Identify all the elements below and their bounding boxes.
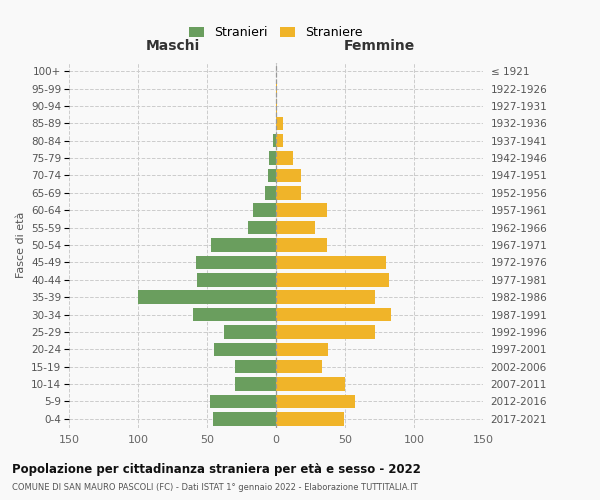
Bar <box>276 221 314 234</box>
Bar <box>269 152 276 165</box>
Text: COMUNE DI SAN MAURO PASCOLI (FC) - Dati ISTAT 1° gennaio 2022 - Elaborazione TUT: COMUNE DI SAN MAURO PASCOLI (FC) - Dati … <box>12 484 418 492</box>
Bar <box>276 168 301 182</box>
Bar <box>212 412 276 426</box>
Bar <box>276 116 283 130</box>
Bar <box>276 134 283 147</box>
Bar <box>276 204 327 217</box>
Bar <box>276 394 355 408</box>
Bar <box>276 378 345 391</box>
Bar <box>276 238 327 252</box>
Bar <box>224 325 276 338</box>
Bar <box>235 378 276 391</box>
Bar <box>276 99 277 112</box>
Bar <box>193 308 276 322</box>
Bar <box>276 325 376 338</box>
Bar <box>276 186 301 200</box>
Bar <box>211 238 276 252</box>
Bar <box>235 360 276 374</box>
Bar <box>276 273 389 286</box>
Bar <box>276 342 328 356</box>
Bar <box>253 204 276 217</box>
Text: Popolazione per cittadinanza straniera per età e sesso - 2022: Popolazione per cittadinanza straniera p… <box>12 462 421 475</box>
Bar <box>265 186 276 200</box>
Bar <box>276 290 376 304</box>
Bar <box>276 360 322 374</box>
Bar <box>276 256 386 269</box>
Bar <box>248 221 276 234</box>
Bar <box>210 394 276 408</box>
Bar <box>276 412 344 426</box>
Bar <box>214 342 276 356</box>
Bar <box>138 290 276 304</box>
Bar <box>196 256 276 269</box>
Text: Femmine: Femmine <box>344 40 415 54</box>
Legend: Stranieri, Straniere: Stranieri, Straniere <box>184 22 368 44</box>
Y-axis label: Fasce di età: Fasce di età <box>16 212 26 278</box>
Text: Maschi: Maschi <box>145 40 200 54</box>
Bar <box>273 134 276 147</box>
Bar <box>276 82 277 96</box>
Bar <box>276 152 293 165</box>
Bar <box>276 308 391 322</box>
Bar <box>197 273 276 286</box>
Bar <box>268 168 276 182</box>
